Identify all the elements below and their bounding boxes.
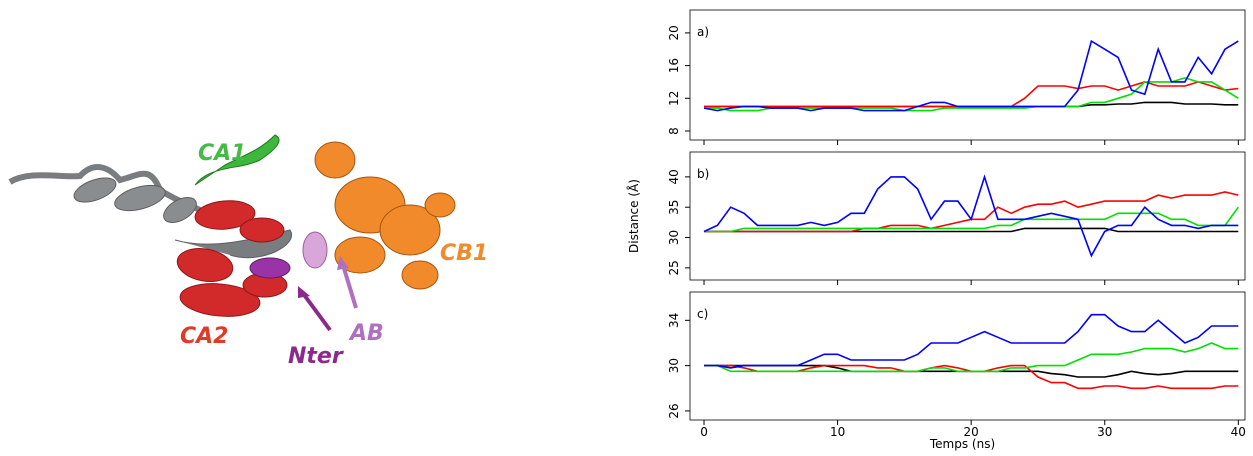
gray-helices — [73, 177, 293, 259]
y-tick-label: 30 — [667, 358, 681, 373]
x-tick-label: 0 — [700, 425, 708, 439]
arrowhead — [298, 286, 310, 298]
label-nter: Nter — [288, 344, 344, 369]
series-line — [704, 364, 1239, 390]
cb1-domain — [314, 141, 456, 290]
panel-label: c) — [697, 307, 708, 321]
series-line — [703, 39, 1239, 112]
label-ca2: CA2 — [180, 324, 228, 349]
series-line — [704, 342, 1239, 373]
ab-helix — [302, 231, 328, 269]
y-tick-label: 34 — [667, 313, 681, 328]
series-line — [704, 313, 1239, 369]
arrow — [341, 264, 358, 309]
nter-helix — [249, 257, 291, 279]
label-ca1: CA1 — [198, 141, 246, 166]
y-tick-label: 20 — [667, 25, 681, 40]
panel-label: a) — [697, 25, 709, 39]
ca1-domain — [194, 134, 280, 186]
y-tick-label: 16 — [667, 58, 681, 73]
y-axis-label: Distance (Å) — [626, 179, 641, 253]
ca2-domain — [176, 200, 288, 317]
series-line — [704, 77, 1239, 112]
coil — [8, 164, 202, 213]
series-line — [704, 206, 1239, 233]
protein-structure: CA1 CB1 CA2 Nter AB — [8, 134, 488, 369]
x-tick-label: 40 — [1231, 425, 1246, 439]
panel-frame — [689, 291, 1246, 421]
y-tick-label: 12 — [667, 91, 681, 106]
x-tick-label: 30 — [1097, 425, 1112, 439]
label-cb1: CB1 — [440, 241, 488, 266]
y-tick-label: 30 — [667, 230, 681, 245]
arrowhead — [337, 256, 349, 270]
x-tick-label: 20 — [964, 425, 979, 439]
series-line — [703, 174, 1239, 258]
y-tick-label: 8 — [667, 127, 681, 135]
y-tick-label: 35 — [667, 200, 681, 215]
y-tick-label: 40 — [667, 169, 681, 184]
panel-frame — [689, 151, 1246, 281]
y-tick-label: 25 — [667, 260, 681, 275]
x-tick-label: 10 — [830, 425, 845, 439]
panel-label: b) — [697, 167, 709, 181]
x-axis-label: Temps (ns) — [929, 437, 995, 451]
arrow — [300, 290, 332, 332]
panel-frame — [689, 9, 1246, 141]
label-ab: AB — [348, 321, 384, 346]
y-tick-label: 26 — [667, 403, 681, 418]
